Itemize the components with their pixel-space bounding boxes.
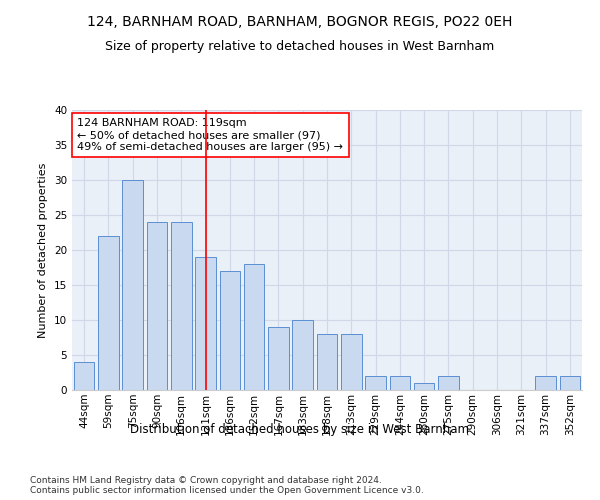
Bar (146, 222, 167, 390)
Bar (341, 334, 362, 390)
Bar (220, 271, 240, 390)
Text: Distribution of detached houses by size in West Barnham: Distribution of detached houses by size … (131, 422, 470, 436)
Bar (98, 236, 119, 390)
Bar (171, 222, 191, 390)
Bar (268, 327, 289, 390)
Y-axis label: Number of detached properties: Number of detached properties (38, 162, 49, 338)
Bar (244, 264, 265, 390)
Bar (122, 180, 143, 390)
Bar (195, 257, 216, 390)
Text: Size of property relative to detached houses in West Barnham: Size of property relative to detached ho… (106, 40, 494, 53)
Bar (438, 376, 459, 390)
Bar (414, 383, 434, 390)
Bar (292, 320, 313, 390)
Bar (74, 362, 94, 390)
Bar (560, 376, 580, 390)
Bar (317, 334, 337, 390)
Text: 124 BARNHAM ROAD: 119sqm
← 50% of detached houses are smaller (97)
49% of semi-d: 124 BARNHAM ROAD: 119sqm ← 50% of detach… (77, 118, 343, 152)
Bar (389, 376, 410, 390)
Text: Contains HM Land Registry data © Crown copyright and database right 2024.
Contai: Contains HM Land Registry data © Crown c… (30, 476, 424, 495)
Bar (535, 376, 556, 390)
Bar (365, 376, 386, 390)
Text: 124, BARNHAM ROAD, BARNHAM, BOGNOR REGIS, PO22 0EH: 124, BARNHAM ROAD, BARNHAM, BOGNOR REGIS… (88, 15, 512, 29)
